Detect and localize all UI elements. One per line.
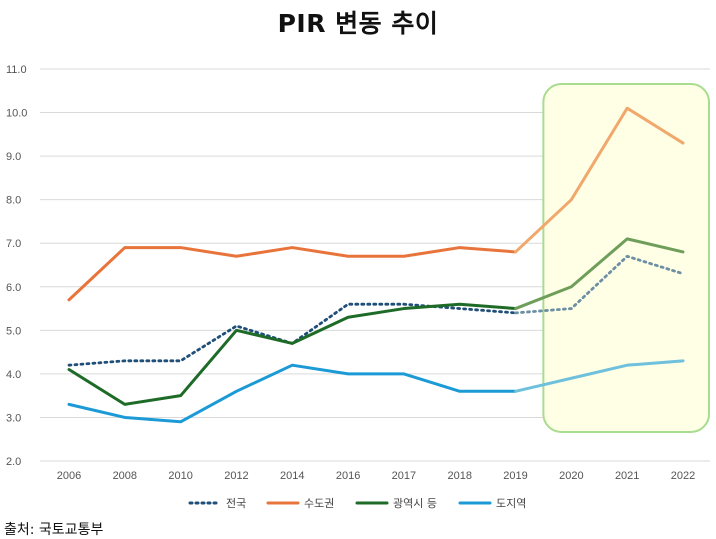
x-tick-label-10: 2021 [615, 470, 639, 482]
x-tick-label-7: 2018 [447, 470, 471, 482]
legend-label-0: 전국 [226, 497, 246, 510]
legend-label-1: 수도권 [304, 497, 334, 510]
y-tick-label-3: 5.0 [6, 325, 21, 337]
series-lines [67, 106, 685, 424]
series-line-highlight-0 [514, 254, 685, 315]
x-tick-label-0: 2006 [57, 470, 81, 482]
x-tick-label-6: 2017 [392, 470, 416, 482]
y-tick-label-8: 10.0 [6, 108, 27, 120]
y-tick-label-0: 2.0 [6, 456, 21, 468]
series-line-0 [67, 302, 517, 367]
series-line-2 [67, 302, 518, 406]
x-tick-label-9: 2020 [559, 470, 583, 482]
x-tick-label-11: 2022 [671, 470, 695, 482]
y-tick-label-4: 6.0 [6, 282, 21, 294]
highlight-region [542, 83, 711, 433]
x-tick-label-2: 2010 [168, 470, 192, 482]
y-axis: 2.0 3.0 4.0 5.0 6.0 7.0 8.0 9.0 10.0 11.0 [6, 64, 27, 468]
series-line-highlight-2 [514, 237, 685, 311]
highlight-box [542, 83, 711, 433]
x-axis: 2006 2008 2010 2012 2014 2016 2017 2018 2019 2020… [57, 470, 695, 482]
y-tick-label-7: 9.0 [6, 151, 21, 163]
legend-label-3: 도지역 [496, 497, 526, 510]
source-note: 출처: 국토교통부 [4, 522, 104, 538]
x-tick-label-4: 2014 [280, 470, 304, 482]
y-tick-label-2: 4.0 [6, 369, 21, 381]
series-line-highlight-3 [514, 359, 685, 393]
legend: 전국 수도권 광역시 등 도지역 [188, 497, 526, 510]
x-tick-label-3: 2012 [224, 470, 248, 482]
series-line-highlight-1 [514, 106, 685, 254]
y-tick-label-6: 8.0 [6, 195, 21, 207]
x-tick-label-5: 2016 [336, 470, 360, 482]
y-tick-label-9: 11.0 [6, 64, 27, 76]
legend-label-2: 광역시 등 [393, 497, 437, 510]
x-tick-label-1: 2008 [113, 470, 137, 482]
series-line-3 [67, 363, 518, 424]
chart-title: PIR 변동 추이 [277, 9, 439, 38]
y-tick-label-1: 3.0 [6, 412, 21, 424]
x-tick-label-8: 2019 [503, 470, 527, 482]
series-line-1 [67, 246, 518, 302]
y-tick-label-5: 7.0 [6, 238, 21, 250]
